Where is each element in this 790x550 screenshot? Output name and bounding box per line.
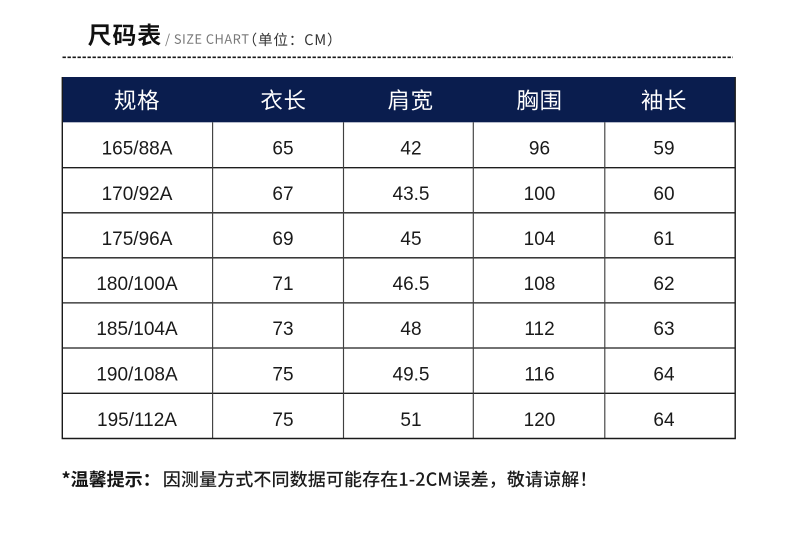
- svg-text:108: 108: [524, 274, 556, 295]
- svg-text:120: 120: [524, 410, 556, 431]
- svg-text:75: 75: [272, 364, 293, 385]
- svg-text:61: 61: [653, 229, 674, 250]
- svg-text:116: 116: [524, 364, 554, 385]
- svg-text:63: 63: [653, 319, 674, 340]
- svg-text:180/100A: 180/100A: [96, 274, 178, 295]
- svg-text:75: 75: [272, 410, 293, 431]
- svg-text:195/112A: 195/112A: [97, 410, 177, 431]
- svg-text:69: 69: [272, 229, 293, 250]
- svg-text:67: 67: [272, 184, 293, 205]
- svg-text:96: 96: [529, 139, 550, 160]
- svg-text:62: 62: [653, 274, 674, 295]
- svg-text:100: 100: [524, 184, 556, 205]
- svg-text:42: 42: [400, 139, 421, 160]
- svg-text:43.5: 43.5: [393, 184, 430, 205]
- svg-text:64: 64: [653, 364, 675, 385]
- svg-text:60: 60: [653, 184, 674, 205]
- svg-text:73: 73: [272, 319, 293, 340]
- svg-text:104: 104: [524, 229, 556, 250]
- svg-text:175/96A: 175/96A: [102, 229, 173, 250]
- svg-text:51: 51: [400, 410, 421, 431]
- svg-text:170/92A: 170/92A: [102, 184, 173, 205]
- svg-text:165/88A: 165/88A: [102, 139, 173, 160]
- svg-text:65: 65: [272, 139, 293, 160]
- svg-text:48: 48: [400, 319, 421, 340]
- svg-text:71: 71: [272, 274, 293, 295]
- svg-text:45: 45: [400, 229, 421, 250]
- svg-text:64: 64: [653, 410, 675, 431]
- svg-text:185/104A: 185/104A: [96, 319, 178, 340]
- svg-text:112: 112: [524, 319, 554, 340]
- svg-text:59: 59: [653, 139, 674, 160]
- svg-text:46.5: 46.5: [393, 274, 430, 295]
- svg-text:49.5: 49.5: [393, 364, 430, 385]
- svg-text:190/108A: 190/108A: [96, 364, 178, 385]
